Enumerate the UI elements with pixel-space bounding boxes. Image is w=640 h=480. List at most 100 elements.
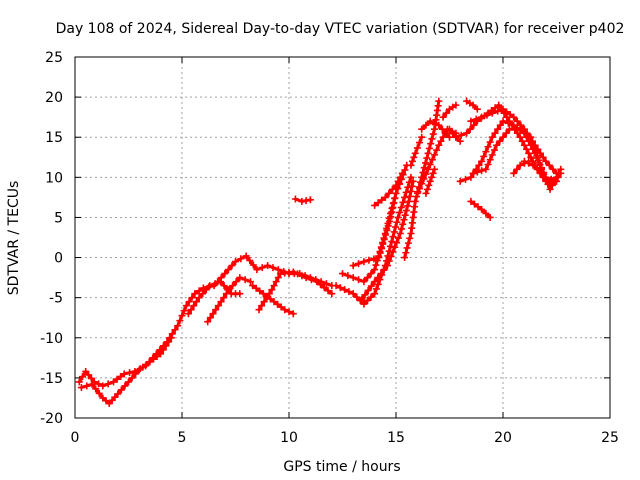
data-point <box>435 97 443 105</box>
data-point <box>518 137 526 145</box>
data-point <box>427 140 435 148</box>
data-point <box>289 268 297 276</box>
data-point <box>442 109 450 117</box>
data-point <box>424 149 432 157</box>
data-point <box>401 211 409 219</box>
data-point <box>402 249 410 257</box>
data-point <box>356 297 364 305</box>
data-point <box>255 306 263 314</box>
data-point <box>135 366 143 374</box>
data-point <box>378 196 386 204</box>
data-point <box>478 205 486 213</box>
data-point <box>495 101 503 109</box>
data-point <box>470 200 478 208</box>
data-point <box>429 130 437 138</box>
data-point <box>378 245 386 253</box>
data-point <box>406 192 414 200</box>
data-point <box>360 278 368 286</box>
data-point <box>191 290 199 298</box>
data-point <box>478 167 486 175</box>
data-point <box>159 346 167 354</box>
data-point <box>428 135 436 143</box>
data-point <box>192 298 200 306</box>
data-point <box>491 129 499 137</box>
data-point <box>404 202 412 210</box>
data-point <box>523 145 531 153</box>
data-point <box>467 117 475 125</box>
data-point <box>446 125 453 133</box>
data-point <box>473 168 481 176</box>
data-point <box>413 144 421 152</box>
data-point <box>117 373 125 381</box>
data-point <box>132 370 140 378</box>
data-point <box>349 274 357 282</box>
x-tick-label: 10 <box>280 430 298 446</box>
data-point <box>270 282 278 290</box>
data-point <box>184 310 192 318</box>
data-point <box>371 266 379 274</box>
data-point <box>236 290 244 298</box>
data-point <box>546 185 554 193</box>
data-point <box>548 181 556 189</box>
data-point <box>390 199 398 207</box>
data-point <box>157 350 165 358</box>
data-point <box>353 293 361 301</box>
data-point <box>463 129 471 137</box>
x-tick-label: 25 <box>601 430 619 446</box>
data-point <box>381 193 389 201</box>
data-point <box>483 111 491 119</box>
data-point <box>446 133 453 141</box>
data-point <box>328 290 336 298</box>
data-point <box>306 196 314 204</box>
data-point <box>523 131 531 139</box>
data-point <box>452 101 460 109</box>
data-point <box>530 142 538 150</box>
data-point <box>389 203 397 211</box>
data-point <box>528 138 536 146</box>
data-point <box>387 252 395 260</box>
series-track-26 <box>520 157 565 189</box>
data-point <box>336 284 344 292</box>
x-tick-label: 0 <box>71 430 80 446</box>
data-point <box>367 282 375 290</box>
data-point <box>153 352 161 360</box>
data-point <box>149 355 157 363</box>
data-point <box>363 274 371 282</box>
data-point <box>182 302 190 310</box>
data-point <box>388 185 396 193</box>
data-point <box>211 280 219 288</box>
data-point <box>389 233 397 241</box>
data-point <box>456 177 464 185</box>
data-point <box>545 177 553 185</box>
series-track-12 <box>371 169 406 209</box>
data-point <box>474 203 482 211</box>
data-point <box>480 152 488 160</box>
data-point <box>525 159 533 167</box>
data-point <box>363 297 371 305</box>
data-point <box>104 380 112 388</box>
data-point <box>195 287 203 295</box>
data-point <box>220 282 228 290</box>
data-point <box>259 290 267 298</box>
data-point <box>241 276 249 284</box>
data-point <box>253 266 261 274</box>
data-point <box>242 252 250 260</box>
data-point <box>146 358 154 366</box>
data-point <box>232 258 239 266</box>
data-point <box>493 141 501 149</box>
data-point <box>513 165 521 173</box>
data-point <box>510 169 518 177</box>
data-point <box>407 173 415 181</box>
data-point <box>291 195 299 203</box>
data-point <box>429 169 437 177</box>
data-point <box>536 161 544 169</box>
data-point <box>520 128 528 136</box>
data-point <box>402 188 410 196</box>
data-point <box>426 160 434 168</box>
data-point <box>371 290 379 298</box>
data-point <box>486 156 494 164</box>
data-point <box>83 382 91 390</box>
data-point <box>232 278 240 286</box>
data-point <box>482 148 490 156</box>
data-point <box>418 180 426 188</box>
